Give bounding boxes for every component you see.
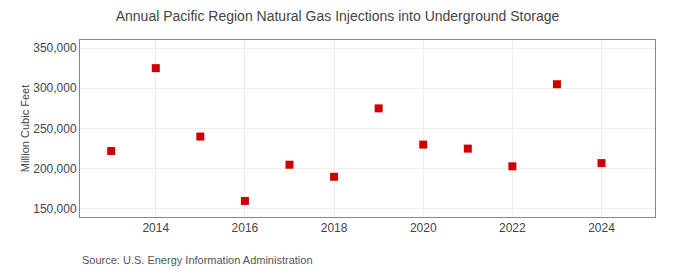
svg-text:Source: U.S. Energy Informatio: Source: U.S. Energy Information Administ…	[82, 254, 313, 266]
svg-text:350,000: 350,000	[33, 41, 77, 55]
svg-text:Million Cubic Feet: Million Cubic Feet	[19, 85, 31, 172]
svg-text:150,000: 150,000	[33, 202, 77, 216]
svg-text:200,000: 200,000	[33, 162, 77, 176]
svg-text:2016: 2016	[232, 221, 259, 235]
svg-text:2022: 2022	[499, 221, 526, 235]
svg-text:2014: 2014	[142, 221, 169, 235]
svg-text:2020: 2020	[410, 221, 437, 235]
svg-text:250,000: 250,000	[33, 122, 77, 136]
svg-text:2018: 2018	[321, 221, 348, 235]
svg-text:Annual Pacific Region Natural: Annual Pacific Region Natural Gas Inject…	[116, 8, 560, 24]
svg-text:2024: 2024	[588, 221, 615, 235]
svg-text:300,000: 300,000	[33, 81, 77, 95]
